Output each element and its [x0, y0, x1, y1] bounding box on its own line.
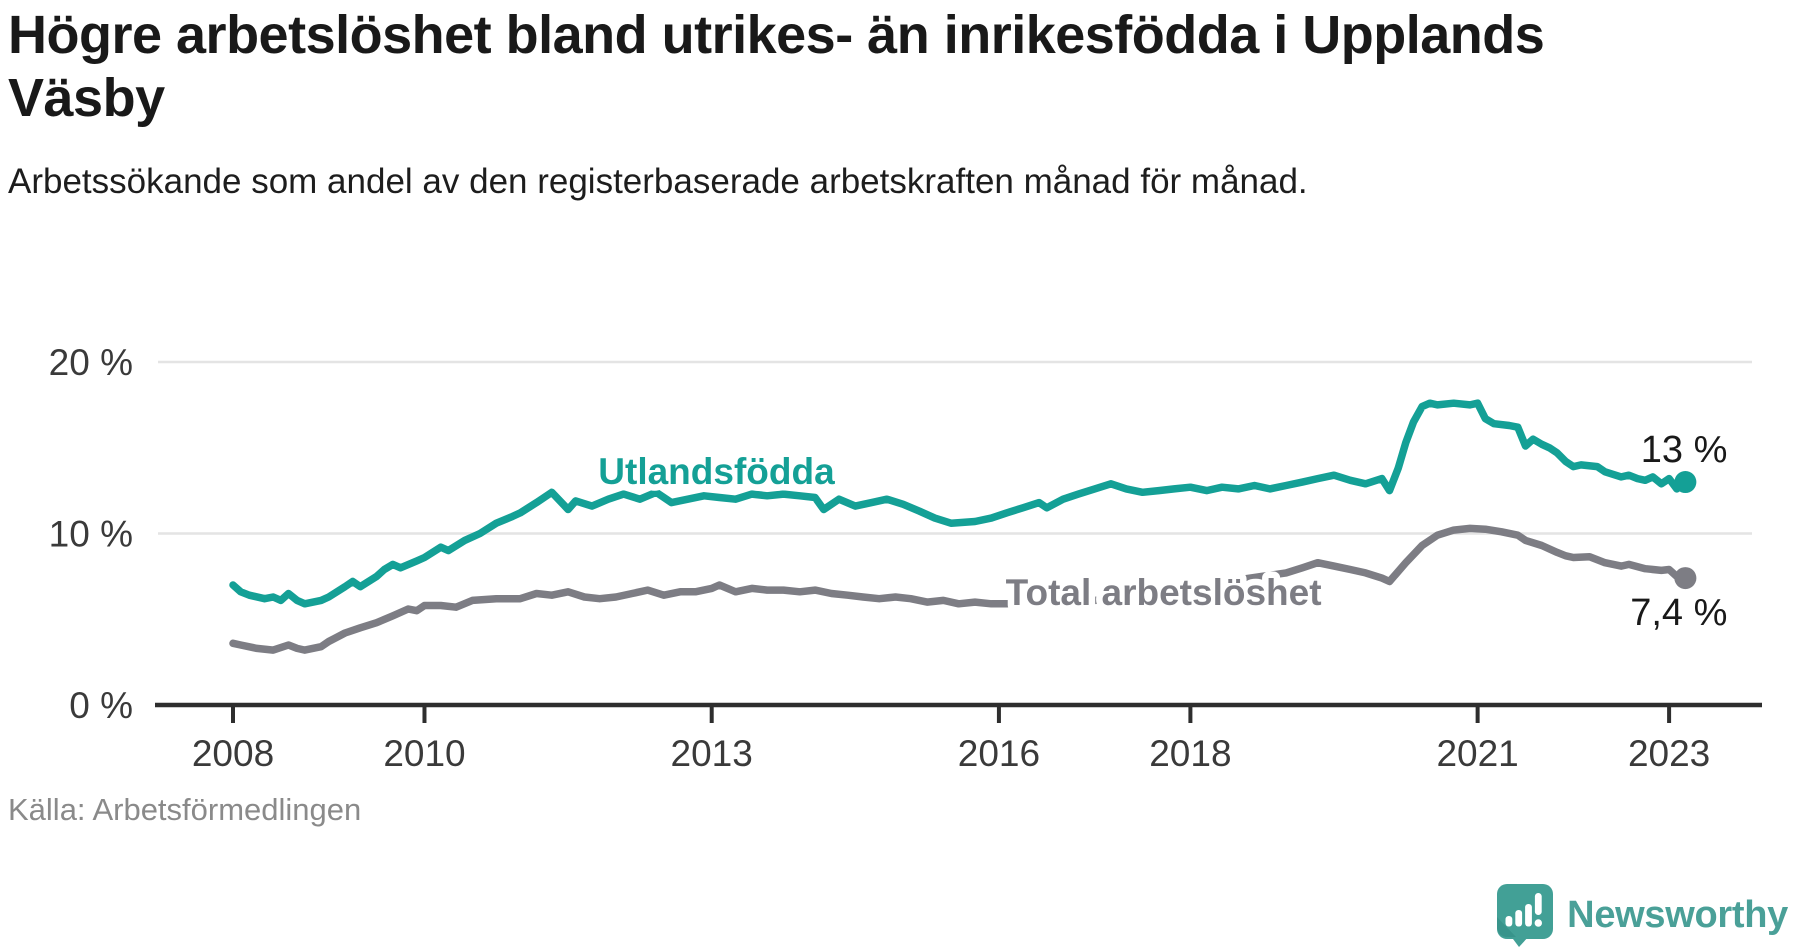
series-label-total: Total arbetslöshet — [1006, 572, 1322, 613]
bar-2 — [1515, 910, 1523, 927]
x-tick-label-2023: 2023 — [1628, 733, 1710, 774]
series-line-utlandsfodda — [229, 399, 1690, 608]
chart-subtitle: Arbetssökande som andel av den registerb… — [8, 162, 1308, 201]
speech-bubble-tail — [1510, 935, 1531, 947]
series-line-total — [229, 524, 1690, 654]
y-tick-label-0: 0 % — [69, 685, 133, 726]
x-tick-label-2016: 2016 — [958, 733, 1040, 774]
end-label-utlandsfodda: 13 % — [1641, 429, 1728, 471]
source-note: Källa: Arbetsförmedlingen — [8, 792, 362, 827]
series-label-utlandsfodda: Utlandsfödda — [598, 451, 835, 492]
exclamation-bar — [1535, 893, 1542, 915]
bar-1 — [1505, 916, 1513, 927]
end-dot-total — [1674, 567, 1697, 590]
x-tick-label-2018: 2018 — [1149, 733, 1231, 774]
newsworthy-chart-bubble-icon — [1497, 884, 1554, 947]
bubble-fold — [1497, 917, 1517, 937]
end-label-total: 7,4 % — [1630, 592, 1727, 634]
brand-logo: Newsworthy — [1496, 883, 1788, 947]
x-tick-label-2008: 2008 — [192, 733, 274, 774]
bar-3 — [1525, 904, 1533, 927]
end-dot-utlandsfodda — [1674, 471, 1697, 494]
y-tick-label-10: 10 % — [49, 514, 133, 555]
x-tick-label-2010: 2010 — [383, 733, 465, 774]
x-tick-label-2013: 2013 — [671, 733, 753, 774]
exclamation-dot — [1534, 919, 1543, 927]
brand-name: Newsworthy — [1567, 893, 1788, 936]
chart-title: Högre arbetslöshet bland utrikes- än inr… — [8, 5, 1545, 129]
x-tick-label-2021: 2021 — [1436, 733, 1518, 774]
y-tick-label-20: 20 % — [49, 342, 133, 383]
